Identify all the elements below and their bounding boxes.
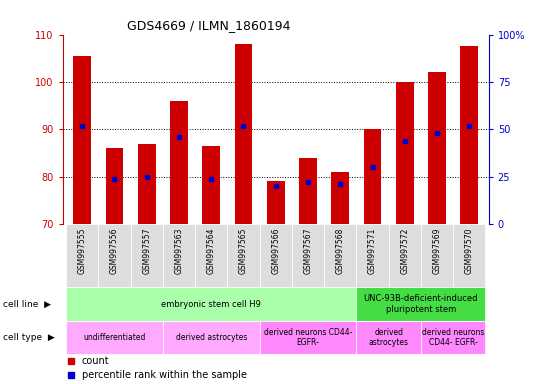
Bar xyxy=(396,82,414,224)
Bar xyxy=(389,224,421,287)
Bar xyxy=(227,224,259,287)
Text: GSM997570: GSM997570 xyxy=(465,227,474,274)
Bar xyxy=(460,46,478,224)
Bar xyxy=(357,321,421,354)
Text: cell type  ▶: cell type ▶ xyxy=(3,333,55,342)
Text: GSM997566: GSM997566 xyxy=(271,227,280,274)
Bar xyxy=(357,224,389,287)
Bar xyxy=(170,101,188,224)
Bar xyxy=(259,321,357,354)
Text: percentile rank within the sample: percentile rank within the sample xyxy=(82,370,247,380)
Text: GSM997555: GSM997555 xyxy=(78,227,87,274)
Bar xyxy=(364,129,382,224)
Bar xyxy=(357,287,485,321)
Bar xyxy=(66,224,98,287)
Text: GSM997567: GSM997567 xyxy=(304,227,312,274)
Bar xyxy=(235,44,252,224)
Bar xyxy=(259,224,292,287)
Text: GSM997572: GSM997572 xyxy=(400,227,410,274)
Text: derived
astrocytes: derived astrocytes xyxy=(369,328,408,348)
Text: GSM997571: GSM997571 xyxy=(368,227,377,274)
Text: UNC-93B-deficient-induced
pluripotent stem: UNC-93B-deficient-induced pluripotent st… xyxy=(364,295,478,314)
Bar xyxy=(421,224,453,287)
Bar xyxy=(421,321,485,354)
Bar xyxy=(138,144,156,224)
Bar xyxy=(453,224,485,287)
Bar xyxy=(98,224,130,287)
Bar xyxy=(331,172,349,224)
Text: GSM997564: GSM997564 xyxy=(207,227,216,274)
Text: derived neurons
CD44- EGFR-: derived neurons CD44- EGFR- xyxy=(422,328,484,348)
Bar xyxy=(292,224,324,287)
Text: GSM997565: GSM997565 xyxy=(239,227,248,274)
Text: GSM997563: GSM997563 xyxy=(174,227,183,274)
Bar xyxy=(299,158,317,224)
Text: derived neurons CD44-
EGFR-: derived neurons CD44- EGFR- xyxy=(264,328,352,348)
Bar xyxy=(267,182,284,224)
Text: GSM997557: GSM997557 xyxy=(142,227,151,274)
Text: GSM997569: GSM997569 xyxy=(432,227,442,274)
Bar xyxy=(163,224,195,287)
Text: count: count xyxy=(82,356,110,366)
Text: embryonic stem cell H9: embryonic stem cell H9 xyxy=(161,300,261,309)
Bar xyxy=(163,321,259,354)
Bar xyxy=(66,321,163,354)
Text: GDS4669 / ILMN_1860194: GDS4669 / ILMN_1860194 xyxy=(127,19,290,32)
Bar xyxy=(195,224,227,287)
Bar xyxy=(73,56,91,224)
Text: cell line  ▶: cell line ▶ xyxy=(3,300,51,309)
Text: GSM997568: GSM997568 xyxy=(336,227,345,274)
Bar xyxy=(428,73,446,224)
Bar xyxy=(203,146,220,224)
Text: derived astrocytes: derived astrocytes xyxy=(175,333,247,342)
Text: undifferentiated: undifferentiated xyxy=(83,333,146,342)
Text: GSM997556: GSM997556 xyxy=(110,227,119,274)
Bar xyxy=(130,224,163,287)
Bar xyxy=(66,287,357,321)
Bar xyxy=(105,148,123,224)
Bar xyxy=(324,224,357,287)
